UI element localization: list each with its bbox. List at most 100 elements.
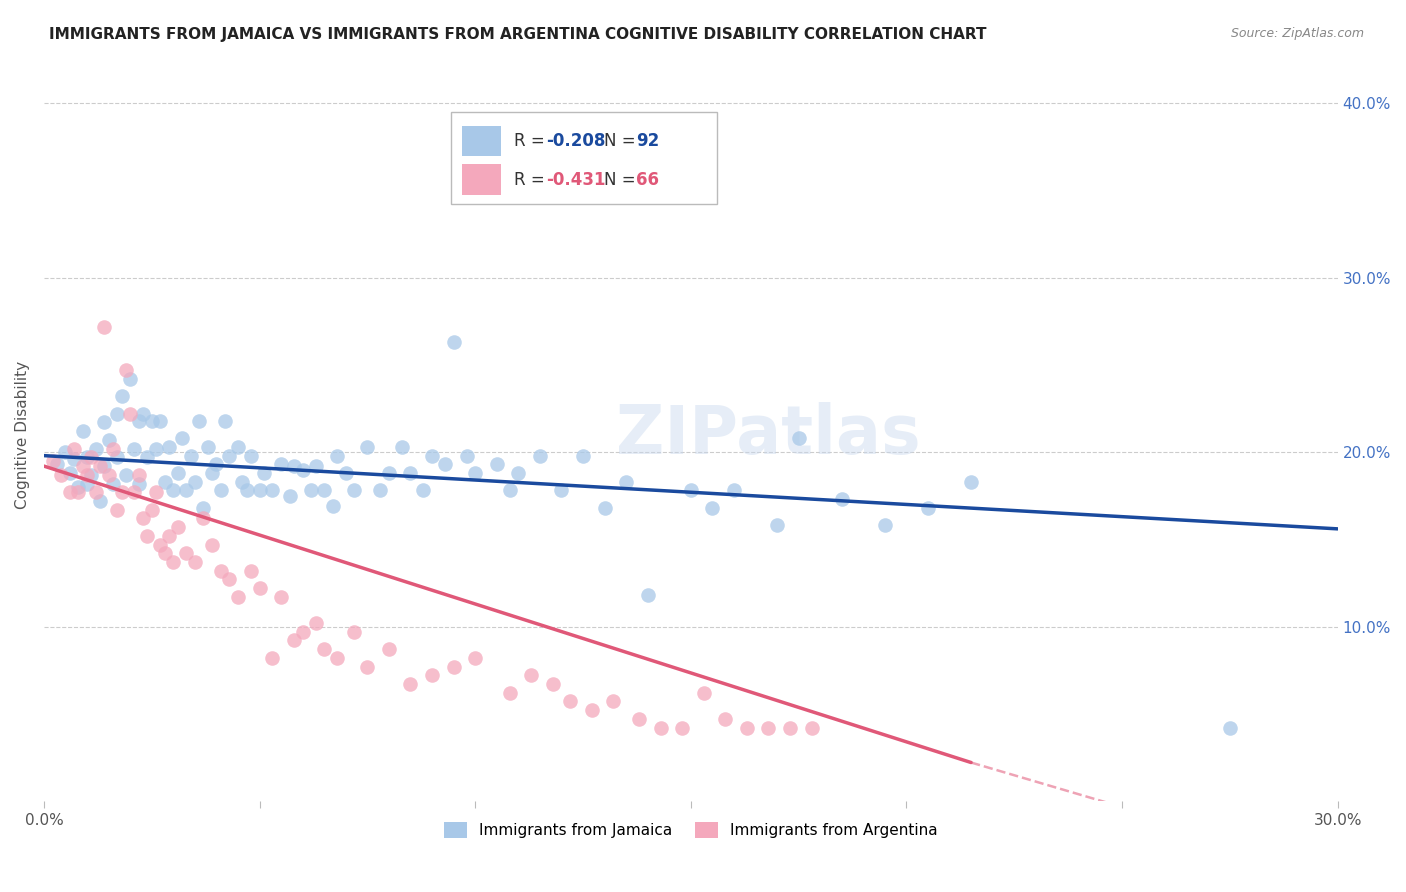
Point (343, 624, 366, 639)
Point (420, 668, 443, 682)
Point (529, 449, 551, 463)
Point (314, 642, 336, 657)
Point (692, 686, 714, 700)
Point (84, 485, 107, 500)
Point (239, 564, 262, 578)
Point (120, 372, 142, 386)
Point (59, 466, 82, 480)
Point (153, 475, 176, 489)
Point (602, 694, 624, 708)
Point (508, 466, 530, 480)
Point (63, 442, 86, 456)
Point (49, 467, 72, 482)
Point (218, 573, 240, 587)
Point (157, 529, 180, 543)
Point (1219, 721, 1241, 735)
Point (128, 476, 150, 491)
Point (283, 459, 305, 474)
Point (214, 414, 236, 428)
Point (262, 483, 284, 498)
Point (322, 499, 344, 513)
Point (120, 407, 142, 421)
Point (193, 511, 215, 525)
Text: Source: ZipAtlas.com: Source: ZipAtlas.com (1230, 27, 1364, 40)
Text: 66: 66 (637, 171, 659, 189)
Point (89, 459, 111, 474)
Point (249, 581, 271, 595)
Point (76, 476, 98, 491)
Point (831, 492, 853, 507)
Point (593, 500, 616, 515)
Point (399, 677, 422, 691)
Point (201, 537, 224, 551)
Point (76, 467, 98, 482)
Legend: Immigrants from Jamaica, Immigrants from Argentina: Immigrants from Jamaica, Immigrants from… (437, 816, 943, 845)
Point (141, 502, 163, 516)
Point (420, 449, 443, 463)
Point (456, 449, 478, 463)
Point (356, 659, 378, 673)
Point (766, 518, 789, 533)
Point (779, 721, 801, 735)
Point (326, 449, 349, 463)
Point (105, 502, 128, 516)
Point (960, 475, 983, 489)
Point (97, 433, 120, 447)
Point (735, 721, 758, 735)
Point (314, 483, 336, 498)
Point (572, 449, 595, 463)
Y-axis label: Cognitive Disability: Cognitive Disability (15, 360, 30, 508)
Point (283, 633, 305, 648)
Text: -0.431: -0.431 (546, 171, 606, 189)
Text: N =: N = (605, 132, 641, 150)
Point (378, 642, 401, 657)
Point (124, 442, 146, 456)
Point (136, 450, 159, 465)
Point (136, 529, 159, 543)
Point (184, 555, 207, 569)
Point (110, 389, 132, 403)
Point (253, 466, 276, 480)
Point (63, 452, 86, 467)
Point (45, 458, 67, 472)
Point (97, 467, 120, 482)
Point (378, 466, 401, 480)
Point (702, 500, 724, 515)
Point (76, 450, 98, 465)
Point (110, 485, 132, 500)
Point (262, 651, 284, 665)
Point (105, 407, 128, 421)
Point (917, 500, 939, 515)
Point (541, 677, 564, 691)
Text: ZIPatlas: ZIPatlas (616, 401, 921, 467)
Point (464, 651, 486, 665)
Point (335, 466, 357, 480)
Point (249, 483, 271, 498)
Point (498, 686, 520, 700)
Point (443, 335, 465, 350)
Point (101, 442, 124, 456)
Point (550, 483, 572, 498)
Point (205, 458, 228, 472)
Point (218, 449, 240, 463)
Point (59, 485, 82, 500)
Point (209, 483, 232, 498)
Text: -0.208: -0.208 (546, 132, 605, 150)
Point (162, 555, 184, 569)
Point (368, 483, 391, 498)
Point (72, 424, 94, 438)
Point (193, 500, 215, 515)
Point (80, 467, 103, 482)
Point (270, 590, 292, 604)
Point (627, 712, 650, 726)
Point (787, 431, 810, 445)
Point (174, 483, 197, 498)
Text: IMMIGRANTS FROM JAMAICA VS IMMIGRANTS FROM ARGENTINA COGNITIVE DISABILITY CORREL: IMMIGRANTS FROM JAMAICA VS IMMIGRANTS FR… (49, 27, 987, 42)
Point (93, 416, 115, 430)
Point (41, 454, 63, 468)
Point (291, 462, 314, 476)
Point (145, 442, 167, 456)
Point (581, 703, 603, 717)
Point (614, 475, 637, 489)
Point (304, 615, 326, 630)
